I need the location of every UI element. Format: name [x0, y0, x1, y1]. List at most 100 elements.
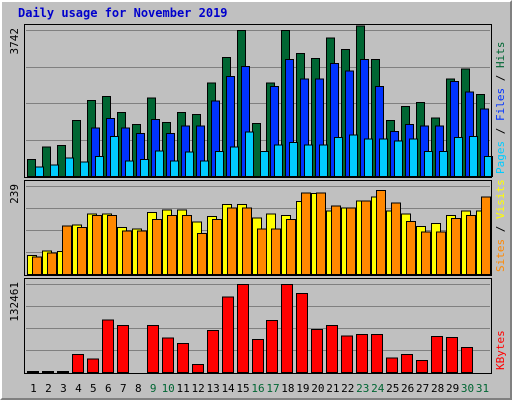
bar-pages-day-20: [319, 144, 328, 177]
bar-sites-day-30: [466, 215, 476, 275]
legend-entry: Files: [494, 88, 507, 121]
bar-sites-day-27: [421, 231, 431, 275]
x-tick-label-day-31: 31: [476, 382, 489, 395]
bar-sites-day-12: [197, 232, 207, 275]
bar-kbytes-day-3: [57, 371, 69, 373]
bar-pages-day-18: [289, 142, 298, 178]
bar-sites-day-31: [481, 196, 491, 275]
bar-kbytes-day-1: [27, 371, 39, 373]
x-tick-label-day-15: 15: [236, 382, 249, 395]
bar-kbytes-day-26: [401, 354, 413, 374]
legend-entry: Sites: [494, 239, 507, 272]
bar-hits-day-4: [72, 120, 81, 177]
bar-sites-day-19: [301, 192, 311, 275]
x-tick-label-day-11: 11: [177, 382, 190, 395]
bar-sites-day-5: [92, 215, 102, 275]
bar-sites-day-10: [167, 215, 177, 275]
bar-kbytes-day-6: [102, 319, 114, 374]
bar-sites-day-8: [137, 230, 147, 276]
bar-sites-day-21: [331, 205, 341, 276]
legend-entry: Pages: [494, 141, 507, 174]
bar-pages-day-13: [215, 151, 224, 177]
bar-pages-day-2: [50, 164, 59, 177]
panel-hits-files-pages-legend: Pages / Files / Hits: [494, 42, 507, 175]
x-tick-label-day-26: 26: [401, 382, 414, 395]
x-tick-label-day-5: 5: [90, 382, 97, 395]
bar-kbytes-day-10: [162, 337, 174, 373]
x-tick-label-day-21: 21: [326, 382, 339, 395]
bar-sites-day-2: [47, 252, 57, 275]
panel-visits-sites-ymax-label: 239: [8, 184, 21, 204]
x-tick-label-day-3: 3: [60, 382, 67, 395]
bar-sites-day-16: [257, 228, 267, 275]
bar-sites-day-13: [212, 218, 222, 275]
bar-pages-day-8: [140, 159, 149, 177]
x-tick-label-day-30: 30: [461, 382, 474, 395]
bar-sites-day-15: [242, 207, 252, 275]
bar-pages-day-11: [185, 151, 194, 177]
bar-pages-day-30: [469, 136, 478, 177]
x-tick-label-day-13: 13: [206, 382, 219, 395]
x-tick-label-day-7: 7: [120, 382, 127, 395]
bar-pages-day-19: [304, 144, 313, 177]
bar-kbytes-day-30: [461, 346, 473, 373]
bar-sites-day-18: [286, 218, 296, 275]
legend-entry: /: [494, 121, 507, 141]
x-tick-label-day-23: 23: [356, 382, 369, 395]
bar-kbytes-day-5: [87, 358, 99, 374]
x-tick-label-day-4: 4: [75, 382, 82, 395]
panel-hits-files-pages-ymax-label: 3742: [8, 28, 21, 55]
bar-pages-day-16: [260, 151, 269, 177]
bar-pages-day-10: [170, 160, 179, 177]
bar-sites-day-25: [391, 202, 401, 275]
bar-kbytes-day-29: [446, 337, 458, 373]
bar-pages-day-24: [379, 138, 388, 178]
bar-kbytes-day-18: [281, 284, 293, 373]
panel-kbytes-legend: KBytes: [494, 330, 507, 370]
bar-kbytes-day-11: [177, 342, 189, 374]
bar-sites-day-6: [107, 215, 117, 275]
panel-visits-sites-border: [24, 180, 492, 276]
bar-kbytes-day-12: [192, 364, 204, 373]
bar-sites-day-28: [436, 231, 446, 275]
bar-pages-day-7: [125, 160, 134, 177]
bar-pages-day-12: [200, 160, 209, 177]
bar-pages-day-22: [349, 134, 358, 178]
x-tick-label-day-8: 8: [135, 382, 142, 395]
bar-pages-day-27: [424, 151, 433, 177]
panel-hits-files-pages-border: [24, 24, 492, 178]
bar-kbytes-day-7: [117, 324, 129, 373]
bar-sites-day-22: [346, 207, 356, 275]
bar-pages-day-25: [394, 140, 403, 177]
bar-pages-day-21: [334, 137, 343, 177]
panel-kbytes-border: [24, 278, 492, 374]
x-tick-label-day-24: 24: [371, 382, 385, 395]
bar-sites-day-29: [451, 218, 461, 276]
bar-sites-day-3: [62, 225, 72, 275]
bar-kbytes-day-27: [416, 360, 428, 373]
x-tick-label-day-28: 28: [431, 382, 444, 395]
bar-kbytes-day-16: [252, 338, 264, 374]
bar-sites-day-11: [182, 215, 192, 275]
legend-entry: /: [494, 68, 507, 88]
chart-title: Daily usage for November 2019: [18, 6, 228, 20]
x-tick-label-day-19: 19: [296, 382, 309, 395]
x-tick-label-day-20: 20: [311, 382, 324, 395]
bar-pages-day-15: [245, 131, 254, 178]
bar-sites-day-26: [406, 220, 416, 275]
bar-kbytes-day-2: [42, 371, 54, 373]
bar-sites-day-9: [152, 218, 162, 275]
bar-kbytes-day-28: [431, 336, 443, 373]
x-tick-label-day-2: 2: [45, 382, 52, 395]
bar-kbytes-day-21: [326, 324, 338, 373]
bar-sites-day-14: [227, 207, 237, 275]
bar-kbytes-day-22: [341, 335, 353, 373]
bar-kbytes-day-13: [207, 330, 219, 374]
x-tick-label-day-18: 18: [281, 382, 294, 395]
bar-sites-day-4: [77, 226, 87, 276]
bar-pages-day-26: [409, 138, 418, 178]
bar-kbytes-day-4: [72, 354, 84, 374]
x-tick-label-day-10: 10: [162, 382, 175, 395]
bar-pages-day-9: [155, 150, 164, 178]
legend-entry: Visits: [494, 179, 507, 219]
